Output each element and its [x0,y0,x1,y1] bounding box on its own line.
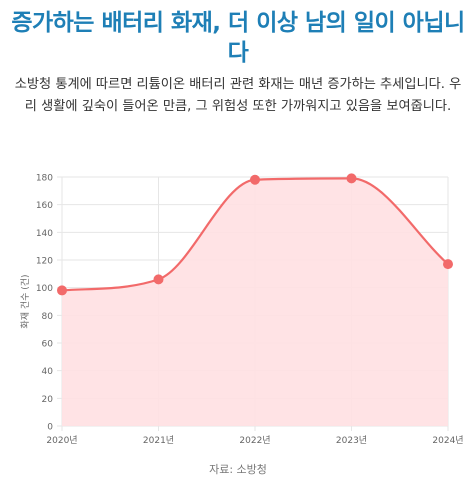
y-tick-label: 180 [36,174,53,184]
data-points [57,173,453,296]
data-point[interactable] [250,174,260,185]
y-tick-label: 20 [42,395,54,405]
y-axis-ticks: 0 20 40 60 80 100 120 140 160 180 [36,174,53,433]
x-tick-label: 2022년 [239,435,270,446]
source-note: 자료: 소방청 [209,463,267,476]
data-point[interactable] [346,173,357,184]
data-point[interactable] [153,274,164,285]
x-axis-ticks: 2020년 2021년 2022년 2023년 2024년 [46,435,463,446]
series-area [62,178,448,426]
data-point[interactable] [57,285,67,296]
y-tick-label: 140 [36,229,53,239]
y-tick-label: 60 [42,340,54,350]
x-tick-label: 2020년 [46,435,77,446]
y-tick-label: 120 [36,257,53,267]
y-axis-label: 화재 건수 (건) [20,274,31,328]
y-tick-label: 0 [47,423,53,433]
x-tick-label: 2023년 [336,435,367,446]
page-title: 증가하는 배터리 화재, 더 이상 남의 일이 아닙니다 [11,10,465,66]
area-chart: 0 20 40 60 80 100 120 140 160 180 2020년 2021년 2022년… [20,173,464,446]
y-tick-label: 40 [42,367,54,377]
y-tick-label: 160 [36,201,53,211]
y-tick-label: 100 [36,284,53,294]
x-tick-label: 2024년 [432,435,463,446]
data-point[interactable] [443,259,453,270]
y-tick-label: 80 [42,312,54,322]
page-description: 소방청 통계에 따르면 리튬이온 배터리 관련 화재는 매년 증가하는 추세입니… [14,77,462,114]
x-tick-label: 2021년 [143,435,174,446]
chart-container: 0 20 40 60 80 100 120 140 160 180 2020년 2021년 2022년… [0,160,476,450]
